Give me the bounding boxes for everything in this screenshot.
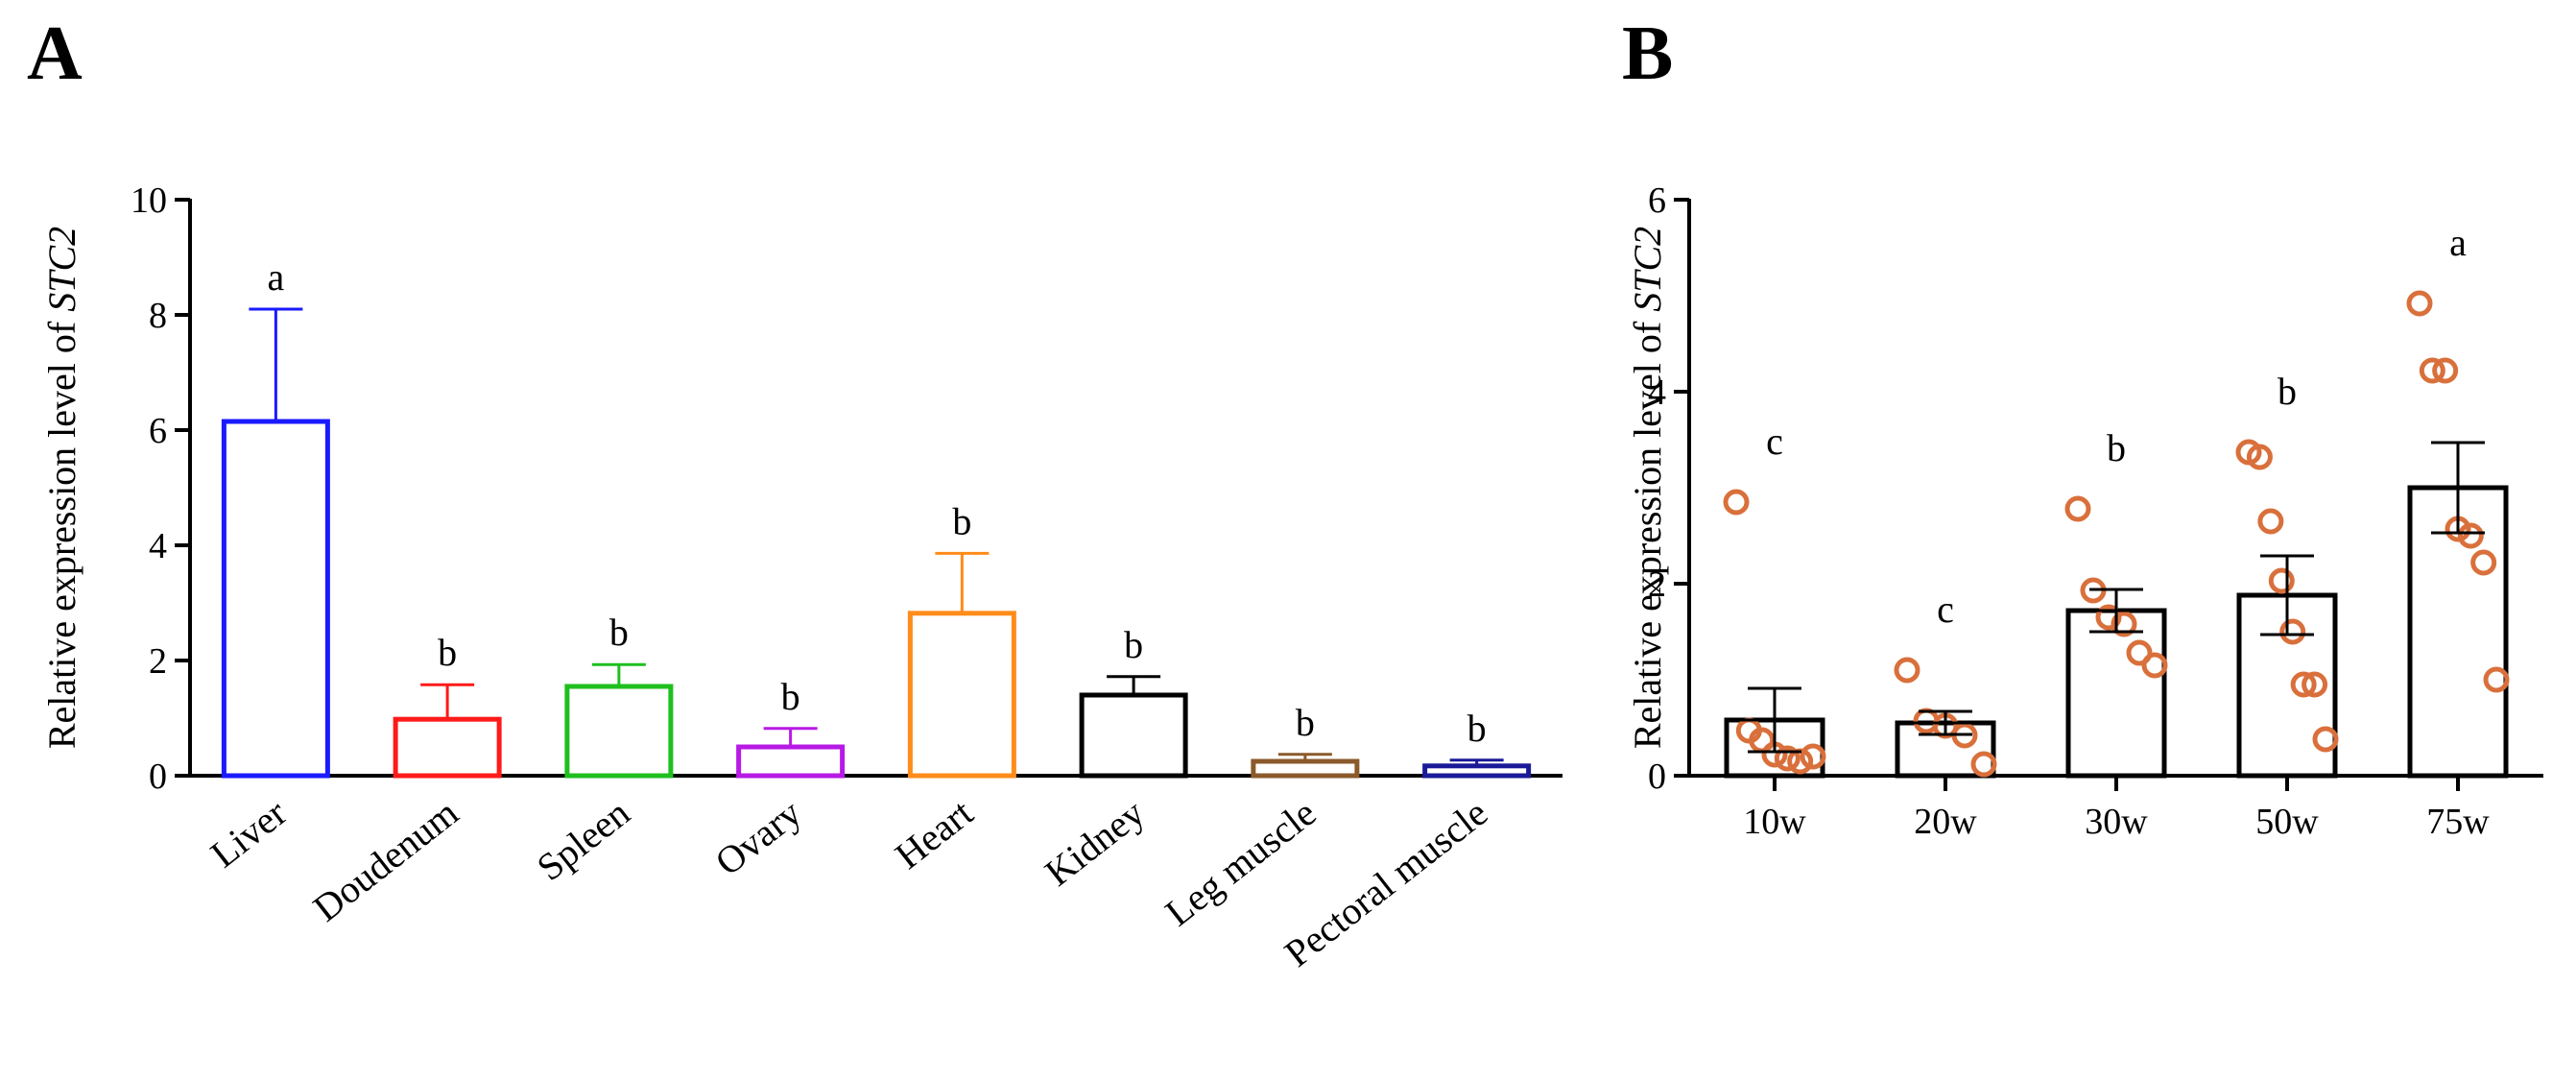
y-axis-label-text: Relative expression level of — [1626, 312, 1669, 749]
significance-10w: c — [1766, 420, 1783, 463]
point-50w-7 — [2312, 726, 2339, 753]
point-75w-5 — [2470, 549, 2497, 576]
point-30w-4 — [2126, 639, 2153, 666]
x-tick-label-20w: 20w — [1914, 802, 1977, 842]
point-50w-3 — [2268, 567, 2295, 594]
panel-b-y-tick-label-4: 4 — [1648, 372, 1666, 413]
point-10w-5 — [1787, 748, 1814, 775]
bar-kidney — [1079, 692, 1188, 779]
bar-heart — [907, 611, 1016, 779]
significance-heart: b — [952, 499, 971, 542]
point-75w-2 — [2432, 357, 2459, 384]
x-tick-label-75w: 75w — [2426, 802, 2490, 842]
y-axis-label-gene: STC2 — [40, 227, 83, 312]
significance-30w: b — [2107, 426, 2126, 469]
significance-liver: a — [267, 255, 284, 299]
point-20w-0 — [1894, 657, 1920, 684]
significance-leg-muscle: b — [1296, 701, 1315, 744]
bar-leg-muscle — [1251, 758, 1360, 779]
panel-b-y-tick-label-2: 2 — [1648, 565, 1666, 605]
panel-b-label: B — [1622, 12, 1673, 96]
panel-a-y-tick-label-4: 4 — [149, 526, 167, 566]
y-axis-label: Relative expression level of STC2 — [1626, 227, 1669, 749]
panel-a-y-tick-label-2: 2 — [149, 641, 167, 682]
point-50w-5 — [2290, 671, 2317, 698]
point-10w-4 — [1774, 745, 1801, 772]
point-75w-1 — [2419, 357, 2445, 384]
x-tick-label-ovary: Ovary — [707, 791, 809, 884]
y-axis-label: Relative expression level of STC2 — [40, 227, 83, 749]
x-tick-label-heart: Heart — [887, 791, 981, 877]
panel-b-chart: 0 2 4 6 Relative expression level of STC2 c 10… — [1626, 180, 2543, 842]
panel-a-y-tick-label-10: 10 — [131, 180, 167, 221]
point-50w-2 — [2257, 508, 2284, 535]
x-tick-label-kidney: Kidney — [1037, 791, 1153, 895]
x-tick-label-liver: Liver — [203, 791, 295, 877]
significance-50w: b — [2278, 370, 2297, 413]
significance-20w: c — [1937, 588, 1954, 631]
point-75w-6 — [2483, 666, 2510, 693]
panel-b-y-tick-label-6: 6 — [1648, 180, 1666, 221]
panel-a-y-tick-label-8: 8 — [149, 296, 167, 336]
bar-30w — [2065, 608, 2167, 779]
panel-a-y-tick-label-6: 6 — [149, 411, 167, 451]
point-10w-6 — [1800, 743, 1826, 770]
significance-spleen: b — [609, 611, 629, 654]
point-30w-3 — [2111, 611, 2137, 637]
y-axis-label-text: Relative expression level of — [40, 312, 83, 749]
x-tick-label-10w: 10w — [1743, 802, 1806, 842]
x-tick-label-spleen: Spleen — [529, 791, 637, 889]
significance-pectoral-muscle: b — [1467, 707, 1487, 750]
point-10w-0 — [1723, 489, 1750, 516]
point-50w-6 — [2302, 671, 2328, 698]
point-30w-5 — [2141, 652, 2168, 679]
bar-ovary — [736, 744, 846, 779]
significance-doudenum: b — [438, 631, 457, 674]
point-75w-0 — [2406, 290, 2433, 317]
panel-a-label: A — [27, 12, 83, 96]
panel-a-y-tick-label-0: 0 — [149, 757, 167, 797]
point-30w-0 — [2064, 495, 2091, 522]
point-50w-1 — [2246, 444, 2273, 470]
x-tick-label-doudenum: Doudenum — [305, 791, 466, 930]
bar-spleen — [564, 684, 674, 779]
x-tick-label-leg-muscle: Leg muscle — [1157, 791, 1324, 935]
significance-ovary: b — [781, 675, 800, 718]
panel-b-y-tick-label-0: 0 — [1648, 757, 1666, 797]
x-tick-label-50w: 50w — [2255, 802, 2319, 842]
significance-kidney: b — [1124, 623, 1143, 666]
bar-doudenum — [393, 716, 502, 779]
point-75w-4 — [2457, 522, 2484, 549]
significance-75w: a — [2449, 221, 2467, 264]
panel-a-chart: 0 2 4 6 8 10 Relative expression level of STC2… — [40, 180, 1562, 975]
x-tick-label-30w: 30w — [2085, 802, 2148, 842]
bar-pectoral-muscle — [1422, 763, 1532, 779]
bar-liver — [221, 419, 330, 779]
y-axis-label-gene: STC2 — [1626, 227, 1669, 312]
point-20w-4 — [1970, 751, 1997, 778]
point-50w-4 — [2279, 618, 2306, 645]
